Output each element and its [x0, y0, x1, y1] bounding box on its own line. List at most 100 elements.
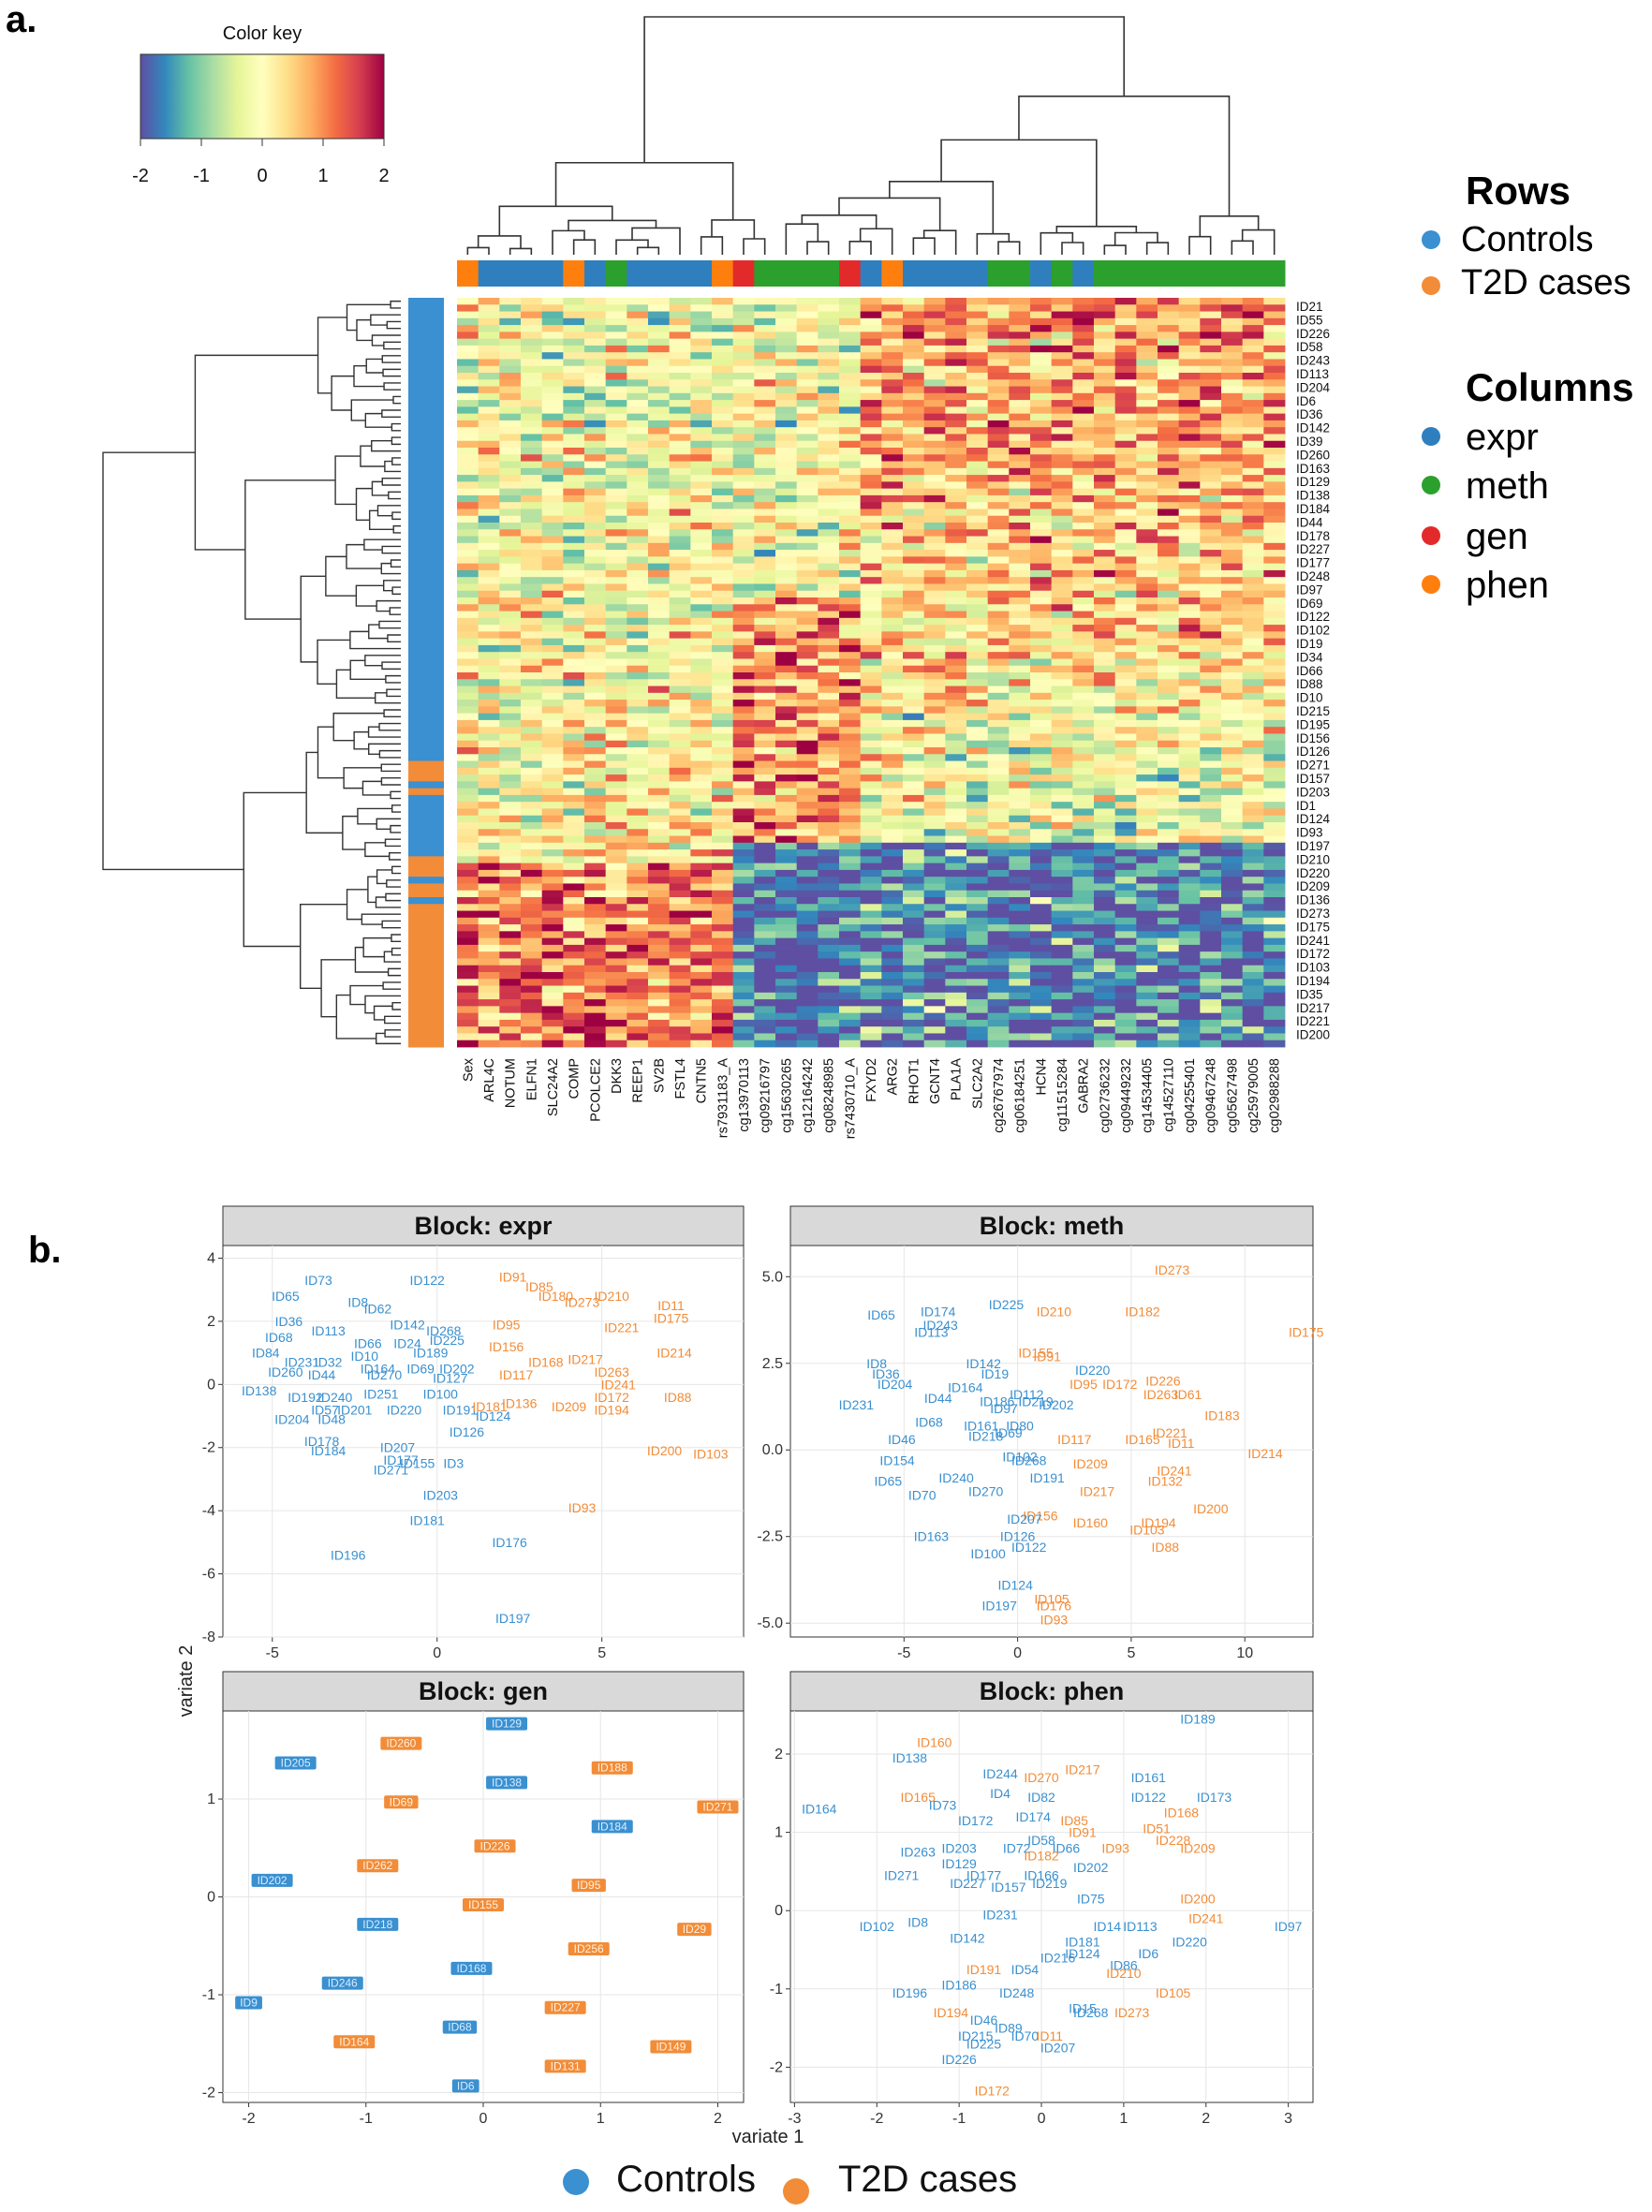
heatmap-cell	[775, 937, 798, 946]
heatmap-cell	[860, 951, 882, 959]
heatmap-cell	[818, 359, 840, 367]
heatmap-cell	[1030, 877, 1053, 884]
heatmap-cell	[839, 924, 862, 932]
heatmap-cell	[627, 910, 649, 919]
facet-meth: Block: meth-5 0 5 105.02.50.0-2.5-5.0ID273I…	[757, 1205, 1324, 1661]
heatmap-cell	[627, 556, 649, 565]
heatmap-cell	[669, 999, 691, 1007]
heatmap-cell	[1263, 754, 1286, 761]
heatmap-cell	[648, 631, 671, 640]
heatmap-cell	[839, 317, 862, 326]
heatmap-cell	[1009, 972, 1031, 980]
heatmap-cell	[563, 379, 585, 387]
heatmap-cell	[775, 1012, 798, 1021]
heatmap-cell	[1200, 515, 1222, 524]
heatmap-cell	[839, 488, 862, 496]
heatmap-cell	[1030, 829, 1053, 836]
heatmap-cell	[987, 644, 1010, 653]
heatmap-cell	[627, 944, 649, 952]
heatmap-cell	[1178, 774, 1201, 782]
heatmap-cell	[775, 951, 798, 959]
heatmap-cell	[478, 713, 500, 721]
facet-point-label: ID174	[1016, 1809, 1052, 1824]
heatmap-cell	[478, 992, 500, 1000]
heatmap-cell	[775, 440, 798, 449]
heatmap-cell	[860, 611, 882, 619]
heatmap-cell	[881, 979, 904, 986]
heatmap-cell	[648, 502, 671, 509]
heatmap-cell	[521, 1012, 543, 1021]
heatmap-cell	[775, 392, 798, 401]
heatmap-cell	[478, 413, 500, 421]
heatmap-cell	[457, 481, 479, 490]
heatmap-cell	[1030, 515, 1053, 524]
heatmap-cell	[1200, 400, 1222, 407]
heatmap-cell	[1051, 311, 1073, 319]
heatmap-cell	[796, 502, 819, 509]
heatmap-cell	[818, 434, 840, 442]
heatmap-cell	[669, 373, 691, 380]
heatmap-cell	[1221, 999, 1244, 1007]
heatmap-cell	[541, 467, 564, 476]
heatmap-cell	[775, 972, 798, 980]
column-block-cell	[1136, 260, 1158, 287]
heatmap-cell	[1178, 835, 1201, 844]
heatmap-cell	[1009, 863, 1031, 871]
heatmap-cell	[1200, 597, 1222, 605]
heatmap-cell	[627, 992, 649, 1000]
heatmap-cell	[775, 829, 798, 836]
heatmap-cell	[1158, 529, 1180, 537]
heatmap-cell	[1009, 931, 1031, 939]
heatmap-cell	[521, 877, 543, 884]
heatmap-cell	[1263, 569, 1286, 578]
heatmap-cell	[1030, 910, 1053, 919]
heatmap-cell	[584, 999, 607, 1007]
heatmap-cell	[1263, 849, 1286, 857]
heatmap-cell	[521, 822, 543, 830]
heatmap-cell	[584, 345, 607, 353]
facet-point-label: ID202	[258, 1874, 288, 1887]
heatmap-cell	[605, 842, 627, 850]
heatmap-cell	[1136, 733, 1158, 742]
heatmap-cell	[1136, 965, 1158, 973]
heatmap-cell	[1051, 1019, 1073, 1027]
facet-point-label: ID46	[888, 1432, 916, 1447]
heatmap-cell	[584, 815, 607, 823]
heatmap-cell	[690, 1026, 713, 1034]
row-dendrogram-link	[389, 852, 401, 861]
heatmap-cell	[945, 917, 967, 925]
row-dendrogram-link	[244, 479, 336, 620]
heatmap-cell	[648, 794, 671, 803]
heatmap-cell	[923, 815, 946, 823]
heatmap-cell	[712, 515, 734, 524]
facet-point-label: ID156	[1023, 1509, 1058, 1524]
heatmap-cell	[796, 979, 819, 986]
heatmap-cell	[860, 774, 882, 782]
heatmap-cell	[775, 311, 798, 319]
heatmap-cell	[521, 904, 543, 911]
facet-point-label: ID95	[1069, 1377, 1098, 1392]
heatmap-cell	[987, 434, 1010, 442]
heatmap-cell	[1221, 515, 1244, 524]
heatmap-cell	[499, 400, 522, 407]
heatmap-cell	[541, 965, 564, 973]
column-dendrogram-link	[643, 16, 1126, 163]
heatmap-cell	[796, 509, 819, 517]
heatmap-cell	[945, 536, 967, 544]
heatmap-cell	[1051, 931, 1073, 939]
heatmap-cell	[478, 665, 500, 673]
heatmap-cell	[499, 448, 522, 455]
facet-tick-label-x: -5	[266, 1645, 279, 1661]
facet-point-label: ID113	[914, 1324, 949, 1339]
heatmap-cell	[521, 774, 543, 782]
heatmap-cell	[754, 332, 776, 340]
column-dendrogram-link	[631, 227, 681, 255]
heatmap-cell	[690, 317, 713, 326]
column-dendrogram-link	[859, 228, 893, 255]
heatmap-cell	[987, 577, 1010, 584]
heatmap-cell	[1242, 332, 1264, 340]
heatmap-cell	[987, 386, 1010, 394]
heatmap-cell	[1263, 835, 1286, 844]
heatmap-cell	[1030, 856, 1053, 864]
row-dendrogram-link	[391, 586, 401, 596]
